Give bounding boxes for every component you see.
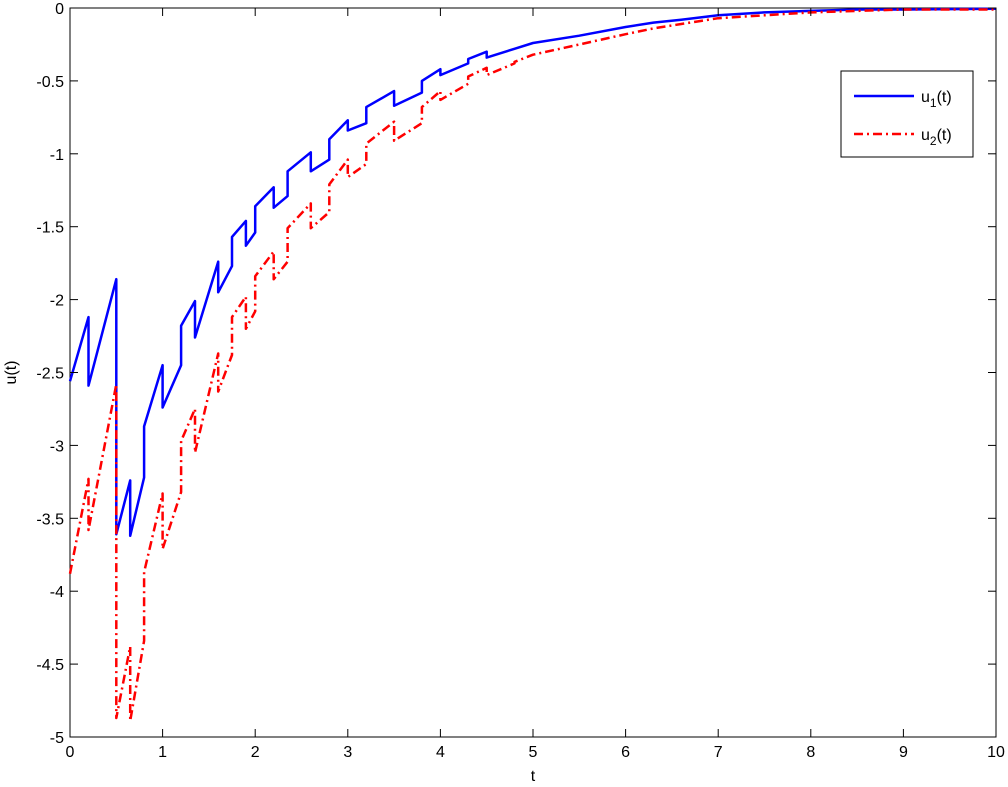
- legend-label-2: u2(t): [921, 127, 952, 148]
- legend-box: [840, 70, 974, 158]
- x-tick-label: 8: [806, 744, 815, 761]
- legend-label-1: u1(t): [921, 89, 952, 110]
- y-tick-label: -0.5: [36, 74, 64, 91]
- x-tick-label: 9: [899, 744, 908, 761]
- y-axis-ticks: 0 -0.5 -1 -1.5 -2 -2.5 -3 -3.5 -4 -4.5 -5: [36, 1, 996, 747]
- x-tick-label: 7: [714, 744, 723, 761]
- x-tick-label: 5: [529, 744, 538, 761]
- y-tick-label: -1.5: [36, 220, 64, 237]
- series-line-1: [68, 7, 997, 538]
- legend: u1(t) u2(t): [840, 70, 974, 158]
- series-layer: [68, 7, 997, 723]
- y-tick-label: -2.5: [36, 366, 64, 383]
- x-tick-label: 6: [621, 744, 630, 761]
- y-tick-label: -3: [50, 438, 64, 455]
- x-axis-label: t: [531, 768, 536, 785]
- y-tick-label: -4: [50, 584, 64, 601]
- y-tick-label: 0: [55, 1, 64, 18]
- x-tick-label: 10: [987, 744, 1005, 761]
- y-tick-label: -4.5: [36, 657, 64, 674]
- y-tick-label: -5: [50, 730, 64, 747]
- y-axis-label: u(t): [3, 361, 20, 385]
- x-tick-label: 1: [158, 744, 167, 761]
- x-tick-label: 3: [343, 744, 352, 761]
- y-tick-label: -3.5: [36, 511, 64, 528]
- x-tick-label: 2: [251, 744, 260, 761]
- y-tick-label: -1: [50, 147, 64, 164]
- x-axis-ticks: 0 1 2 3 4 5 6 7 8 9 10: [66, 8, 1005, 761]
- y-tick-label: -2: [50, 293, 64, 310]
- x-tick-label: 0: [66, 744, 75, 761]
- x-tick-label: 4: [436, 744, 445, 761]
